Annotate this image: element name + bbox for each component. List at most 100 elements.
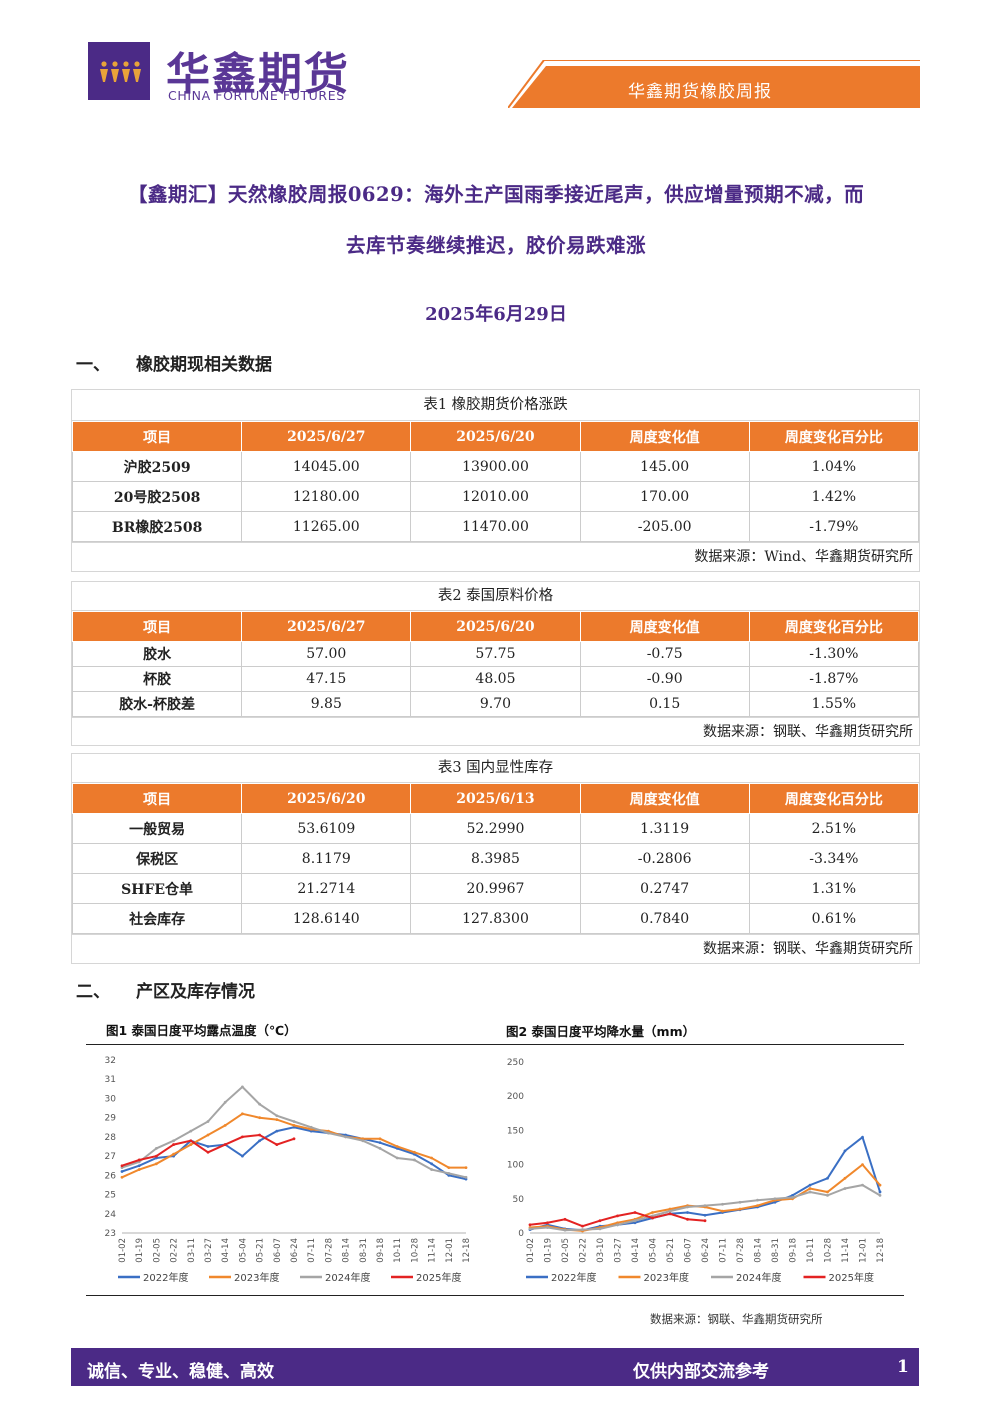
data-point xyxy=(808,1190,812,1194)
data-point xyxy=(633,1211,637,1214)
data-point xyxy=(309,1129,313,1133)
data-point xyxy=(738,1207,742,1211)
data-point xyxy=(241,1112,244,1116)
x-tick-label: 01-02 xyxy=(118,1238,128,1263)
x-tick-label: 05-21 xyxy=(666,1238,676,1263)
data-point xyxy=(546,1221,549,1225)
table-cell: 12010.00 xyxy=(410,481,581,512)
data-point xyxy=(703,1213,707,1217)
data-point xyxy=(651,1211,654,1214)
data-point xyxy=(616,1214,619,1218)
x-tick-label: 06-07 xyxy=(273,1238,283,1263)
legend-label: 2023年度 xyxy=(644,1271,689,1284)
chart-dewpoint: 23 24 25 26 27 28 29 30 31 32 01-02 01-19 02-05 02-22… xyxy=(105,1056,472,1284)
data-point xyxy=(258,1102,261,1106)
table-cell: SHFE仓单 xyxy=(71,873,243,904)
data-point xyxy=(651,1216,654,1220)
data-point xyxy=(633,1219,637,1223)
data-point xyxy=(395,1145,399,1148)
data-point xyxy=(172,1143,175,1146)
data-point xyxy=(137,1164,141,1168)
data-point xyxy=(413,1158,416,1162)
y-tick-label: 27 xyxy=(105,1152,116,1162)
table-cell: 11265.00 xyxy=(241,511,412,542)
x-tick-label: 10-11 xyxy=(806,1238,816,1263)
data-point xyxy=(378,1147,382,1150)
data-point xyxy=(172,1139,175,1143)
table-cell: 8.1179 xyxy=(241,843,412,874)
data-point xyxy=(241,1154,244,1158)
col-header: 项目 xyxy=(71,611,243,642)
data-point xyxy=(808,1183,812,1187)
table-cell: 0.15 xyxy=(579,691,750,717)
data-point xyxy=(395,1156,399,1160)
x-tick-label: 01-19 xyxy=(544,1238,554,1263)
legend-label: 2023年度 xyxy=(234,1271,279,1284)
data-point xyxy=(292,1123,296,1127)
chart-title-dewpoint: 图1 泰国日度平均露点温度（℃） xyxy=(106,1023,297,1038)
data-point xyxy=(528,1227,532,1231)
y-tick-label: 26 xyxy=(105,1171,117,1181)
data-point xyxy=(206,1145,210,1148)
section-heading-1: 一、 橡胶期现相关数据 xyxy=(76,350,272,375)
data-point xyxy=(327,1131,330,1135)
report-type-label: 华鑫期货橡胶周报 xyxy=(628,82,772,102)
table-cell: 1.55% xyxy=(748,691,920,717)
page-footer: 诚信、专业、稳健、高效 仅供内部交流参考 1 xyxy=(71,1348,919,1386)
x-tick-label: 08-14 xyxy=(754,1238,764,1263)
table-cell: -0.2806 xyxy=(579,843,750,874)
data-point xyxy=(258,1133,261,1137)
table-cell: 社会库存 xyxy=(71,903,243,934)
data-point xyxy=(686,1205,689,1209)
data-point xyxy=(878,1193,882,1197)
x-tick-label: 03-27 xyxy=(204,1238,214,1263)
x-tick-label: 12-18 xyxy=(462,1238,472,1263)
x-tick-label: 06-24 xyxy=(701,1238,711,1263)
data-point xyxy=(413,1150,416,1154)
data-point xyxy=(378,1137,382,1141)
report-date: 2025年6月29日 xyxy=(425,304,567,325)
data-point xyxy=(223,1123,227,1127)
data-point xyxy=(137,1168,141,1171)
x-tick-label: 06-24 xyxy=(290,1238,300,1263)
table-source: 数据来源：钢联、华鑫期货研究所 xyxy=(72,717,919,745)
data-point xyxy=(464,1177,468,1181)
chart-panel xyxy=(86,1044,904,1296)
table-source: 数据来源：钢联、华鑫期货研究所 xyxy=(72,934,919,963)
col-header: 2025/6/13 xyxy=(410,783,581,814)
x-tick-label: 05-04 xyxy=(649,1238,659,1263)
table-caption: 表2 泰国原料价格 xyxy=(72,582,919,611)
data-point xyxy=(703,1204,707,1208)
table-cell: 20.9967 xyxy=(410,873,581,904)
data-point xyxy=(633,1221,637,1225)
data-point xyxy=(223,1143,227,1146)
table-cell: 胶水 xyxy=(71,641,243,667)
data-point xyxy=(155,1154,158,1158)
data-point xyxy=(563,1228,567,1232)
table-row: 杯胶 47.15 48.05 -0.90 -1.87% xyxy=(71,666,920,692)
table-source: 数据来源：Wind、华鑫期货研究所 xyxy=(72,542,919,571)
y-tick-label: 250 xyxy=(507,1058,524,1068)
y-tick-label: 32 xyxy=(105,1056,116,1066)
x-tick-label: 07-11 xyxy=(307,1238,317,1263)
x-tick-label: 02-22 xyxy=(170,1238,180,1263)
table-cell: 57.00 xyxy=(241,641,412,667)
legend-label: 2025年度 xyxy=(829,1271,874,1284)
table-cell: 11470.00 xyxy=(410,511,581,542)
report-title-line2: 去库节奏继续推迟，胶价易跌难涨 xyxy=(345,234,646,257)
data-point xyxy=(598,1227,602,1231)
data-point xyxy=(275,1129,279,1133)
table-cell: 胶水-杯胶差 xyxy=(71,691,243,717)
x-tick-label: 09-18 xyxy=(789,1238,799,1263)
y-tick-label: 31 xyxy=(105,1075,116,1085)
data-point xyxy=(275,1114,279,1118)
data-point xyxy=(258,1116,261,1120)
company-logo-mark xyxy=(88,42,150,100)
data-point xyxy=(861,1135,864,1139)
data-point xyxy=(241,1135,244,1139)
data-point xyxy=(826,1190,829,1194)
col-header: 周度变化值 xyxy=(579,611,750,642)
y-tick-label: 29 xyxy=(105,1114,117,1124)
table-cell: 2.51% xyxy=(748,813,920,844)
data-point xyxy=(378,1141,382,1145)
